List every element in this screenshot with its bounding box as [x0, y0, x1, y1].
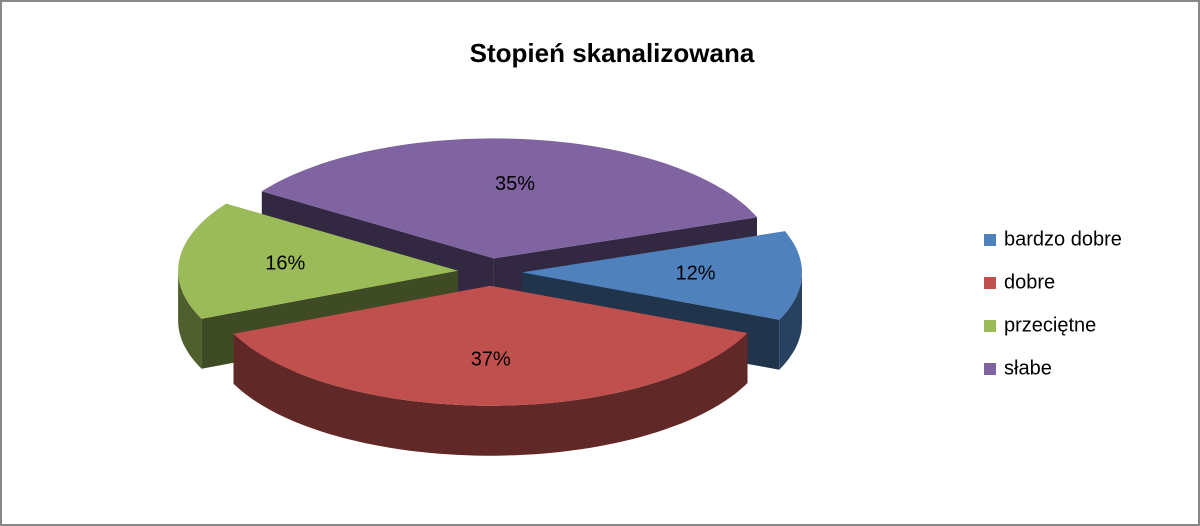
- legend-swatch: [984, 320, 996, 332]
- data-label: 37%: [471, 348, 511, 370]
- legend-label: słabe: [1004, 357, 1052, 379]
- slice-side: [178, 270, 202, 369]
- pie-slice: [178, 203, 459, 319]
- legend-label: przeciętne: [1004, 314, 1096, 336]
- data-label: 16%: [265, 252, 305, 274]
- legend-label: dobre: [1004, 271, 1055, 293]
- pie-slice: [261, 138, 757, 259]
- legend-swatch: [984, 234, 996, 246]
- slice-side: [779, 272, 802, 370]
- data-label: 35%: [495, 173, 535, 195]
- pie-slice: [233, 285, 748, 406]
- slice-side: [233, 333, 748, 456]
- legend-swatch: [984, 363, 996, 375]
- slice: [233, 285, 748, 456]
- legend-swatch: [984, 277, 996, 289]
- pie-slice: [522, 231, 802, 320]
- chart-title: Stopień skanalizowana: [470, 38, 755, 68]
- legend-label: bardzo dobre: [1004, 228, 1122, 250]
- data-label: 12%: [676, 263, 716, 285]
